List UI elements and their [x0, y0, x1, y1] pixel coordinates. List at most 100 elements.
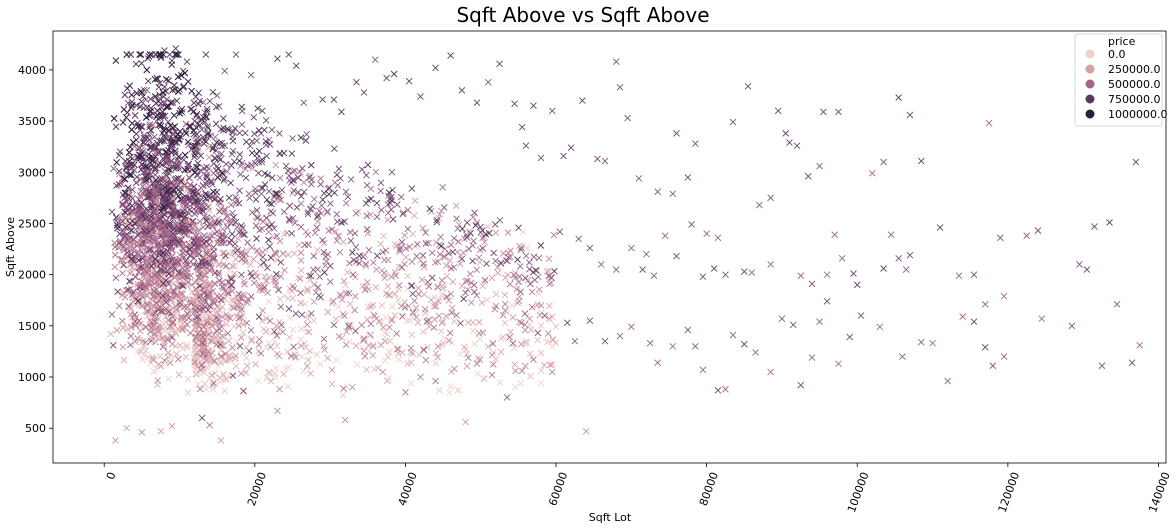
cluster-point	[170, 81, 178, 89]
scatter-point	[506, 334, 513, 341]
data-point	[405, 77, 413, 85]
scatter-point	[475, 329, 483, 337]
cluster-point	[161, 167, 169, 175]
data-point	[221, 67, 229, 75]
data-point	[586, 317, 594, 325]
scatter-point	[273, 256, 281, 264]
cluster-point	[218, 303, 226, 311]
cluster-point	[170, 317, 177, 325]
scatter-point	[259, 307, 266, 314]
scatter-point	[514, 299, 521, 307]
scatter-point	[414, 241, 421, 248]
x-tick-label: 0	[104, 470, 119, 481]
scatter-point	[284, 348, 291, 356]
scatter-point	[284, 167, 292, 175]
data-point	[112, 437, 119, 444]
scatter-point	[432, 360, 440, 367]
scatter-point	[258, 190, 265, 198]
scatter-point	[377, 240, 384, 248]
scatter-point	[352, 327, 359, 335]
scatter-point	[552, 323, 560, 330]
cluster-point	[166, 359, 174, 366]
scatter-point	[242, 369, 250, 376]
scatter-point	[282, 162, 290, 170]
scatter-point	[337, 174, 344, 182]
data-point	[560, 152, 567, 160]
scatter-point	[265, 188, 273, 195]
scatter-point	[435, 312, 443, 320]
scatter-point	[454, 386, 462, 394]
scatter-point	[206, 97, 214, 105]
scatter-point	[363, 316, 371, 323]
scatter-point	[460, 249, 467, 256]
scatter-point	[409, 230, 417, 238]
data-point	[616, 83, 624, 91]
data-point	[669, 190, 677, 198]
legend-label: 0.0	[1108, 48, 1126, 61]
scatter-point	[381, 357, 389, 365]
scatter-point	[347, 176, 355, 183]
cluster-point	[156, 353, 164, 360]
data-point	[673, 130, 680, 137]
scatter-point	[464, 286, 471, 293]
scatter-point	[521, 310, 529, 317]
scatter-point	[535, 273, 542, 281]
legend: price 0.0250000.0500000.0750000.01000000…	[1074, 33, 1168, 127]
scatter-point	[233, 223, 241, 231]
cluster-point	[171, 266, 179, 274]
data-point	[300, 99, 308, 106]
data-point	[846, 333, 854, 341]
scatter-point	[352, 243, 360, 251]
scatter-point	[220, 115, 227, 122]
scatter-point	[217, 292, 225, 300]
data-point	[1034, 227, 1042, 234]
cluster-point	[139, 290, 147, 298]
scatter-point	[541, 361, 548, 369]
scatter-point	[264, 264, 271, 271]
scatter-point	[212, 120, 220, 128]
scatter-point	[421, 305, 429, 313]
data-point	[1128, 359, 1136, 366]
scatter-point	[307, 180, 315, 188]
cluster-point	[216, 319, 224, 327]
scatter-point	[255, 169, 262, 177]
data-point	[1068, 322, 1076, 330]
scatter-point	[258, 225, 266, 233]
scatter-point	[344, 193, 352, 201]
scatter-point	[393, 201, 401, 208]
scatter-point	[228, 162, 235, 169]
scatter-point	[477, 223, 484, 231]
cluster-point	[142, 347, 150, 354]
scatter-point	[408, 258, 416, 266]
data-point	[530, 102, 537, 110]
scatter-point	[272, 322, 280, 330]
cluster-point	[128, 120, 136, 127]
cluster-point	[175, 371, 183, 379]
scatter-point	[266, 243, 274, 250]
data-point	[774, 107, 782, 115]
scatter-point	[268, 126, 276, 134]
scatter-point	[349, 271, 357, 279]
scatter-point	[408, 282, 416, 289]
x-tick-label: 140000	[1146, 470, 1173, 514]
y-tick-label: 3000	[18, 166, 46, 179]
scatter-point	[517, 380, 524, 387]
data-point	[857, 312, 865, 319]
data-point	[496, 60, 503, 68]
cluster-point	[170, 279, 178, 287]
scatter-point	[297, 289, 304, 297]
cluster-point	[146, 136, 153, 144]
scatter-point	[374, 364, 382, 372]
scatter-point	[471, 340, 478, 348]
scatter-point	[516, 273, 523, 280]
scatter-point	[507, 328, 514, 336]
data-point	[575, 235, 582, 243]
scatter-point	[228, 303, 235, 311]
cluster-point	[115, 152, 123, 159]
scatter-point	[337, 291, 344, 299]
scatter-point	[291, 167, 299, 174]
cluster-point	[114, 288, 121, 295]
cluster-point	[172, 161, 180, 169]
scatter-point	[320, 335, 328, 343]
scatter-point	[256, 335, 263, 343]
